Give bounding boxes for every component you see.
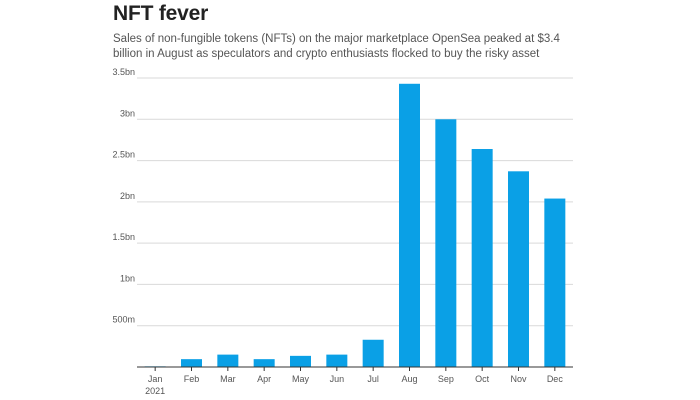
x-tick-label: Jun xyxy=(330,374,345,384)
bar xyxy=(435,119,457,368)
bar xyxy=(471,149,493,367)
bar xyxy=(362,339,384,367)
bar xyxy=(326,354,348,367)
x-tick-label: Nov xyxy=(510,374,527,384)
x-tick-label: Aug xyxy=(401,374,417,384)
x-tick-label: Feb xyxy=(184,374,200,384)
x-tick-label: Dec xyxy=(547,374,564,384)
bar xyxy=(181,359,202,367)
y-tick-label: 1.5bn xyxy=(112,232,135,242)
x-tick-sublabel: 2021 xyxy=(145,386,165,396)
y-tick-label: 3.5bn xyxy=(112,67,135,77)
x-tick-label: Jul xyxy=(367,374,379,384)
y-tick-label: 1bn xyxy=(120,273,135,283)
bar xyxy=(290,355,311,367)
y-tick-label: 2bn xyxy=(120,191,135,201)
x-tick-label: Apr xyxy=(257,374,271,384)
bar xyxy=(508,171,529,367)
y-tick-label: 3bn xyxy=(120,108,135,118)
x-tick-label: May xyxy=(292,374,310,384)
chart-subtitle: Sales of non-fungible tokens (NFTs) on t… xyxy=(113,33,560,60)
bar xyxy=(253,359,275,367)
bar xyxy=(399,83,420,367)
x-tick-label: Mar xyxy=(220,374,236,384)
y-tick-label: 500m xyxy=(112,315,135,325)
x-tick-label: Sep xyxy=(438,374,454,384)
chart-title: NFT fever xyxy=(113,2,209,25)
bar xyxy=(544,198,566,367)
y-tick-label: 2.5bn xyxy=(112,150,135,160)
x-tick-label: Oct xyxy=(475,374,490,384)
bar xyxy=(217,354,239,367)
x-tick-label: Jan xyxy=(148,374,163,384)
